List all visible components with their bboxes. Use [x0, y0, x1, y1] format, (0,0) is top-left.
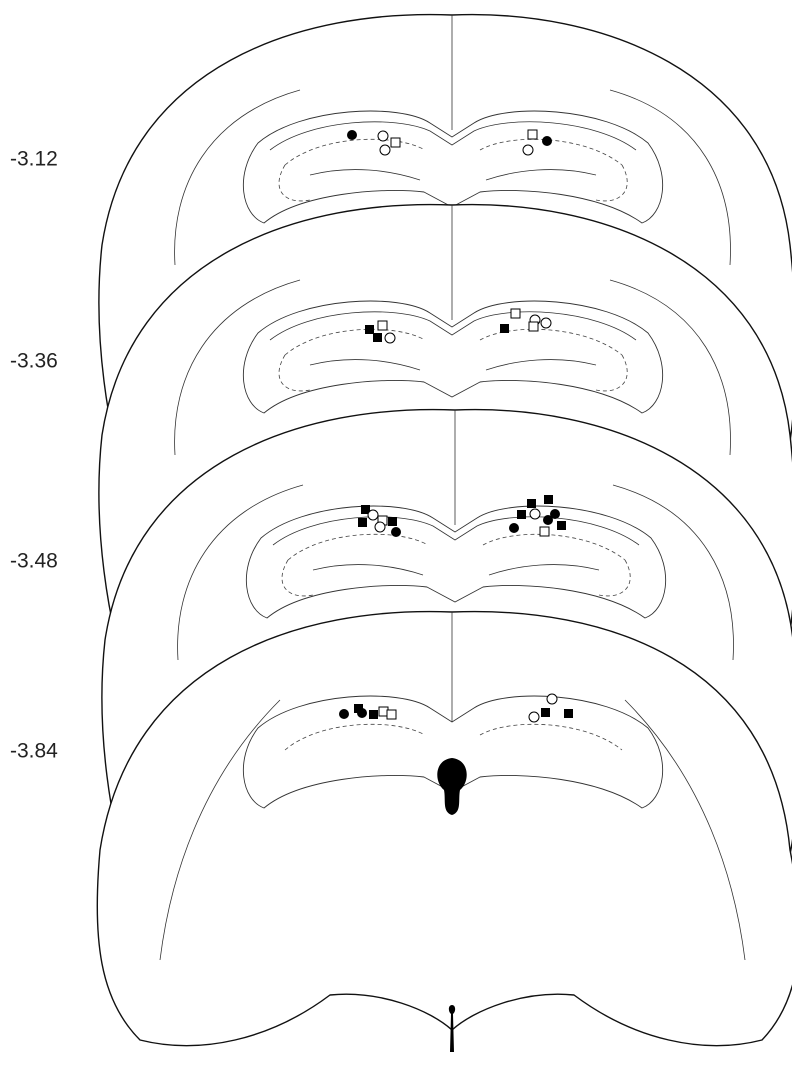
section-4 [97, 612, 792, 1052]
section-label: -3.36 [10, 350, 58, 373]
section-label: -3.84 [10, 740, 58, 763]
section-label: -3.12 [10, 148, 58, 171]
section-label: -3.48 [10, 550, 58, 573]
figure: -3.12 -3.36 -3.48 -3.84 [0, 0, 792, 1066]
